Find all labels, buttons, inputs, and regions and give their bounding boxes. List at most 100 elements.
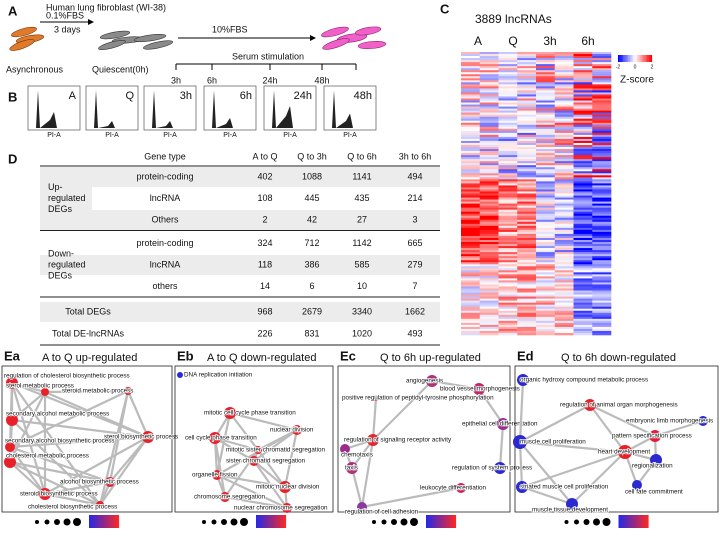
legend-gradient bbox=[618, 515, 649, 528]
heatmap-cell bbox=[479, 110, 499, 113]
heatmap-cell bbox=[517, 94, 537, 97]
network-edge bbox=[9, 461, 101, 506]
heatmap-cell bbox=[498, 60, 518, 63]
heatmap-cell bbox=[573, 306, 593, 310]
table-cell: 7 bbox=[412, 281, 417, 291]
heatmap-cell bbox=[554, 72, 574, 75]
table-cell: 2 bbox=[262, 214, 267, 224]
group-label: Up- bbox=[48, 182, 63, 192]
heatmap-cell bbox=[498, 179, 518, 182]
heatmap-cell bbox=[554, 252, 574, 255]
heatmap-cell bbox=[536, 104, 556, 107]
heatmap-cell bbox=[461, 239, 481, 243]
heatmap-cell bbox=[536, 274, 556, 277]
heatmap-cell bbox=[479, 227, 499, 231]
heatmap-cell bbox=[479, 294, 499, 297]
heatmap-cell bbox=[479, 159, 499, 162]
heatmap-cell bbox=[498, 147, 518, 150]
network-node bbox=[254, 446, 262, 454]
network-edge bbox=[253, 460, 286, 488]
heatmap-cell bbox=[517, 268, 537, 271]
heatmap-cell bbox=[498, 84, 518, 87]
heatmap-cell bbox=[517, 310, 537, 314]
heatmap-cell bbox=[517, 126, 537, 130]
network-node bbox=[279, 481, 291, 493]
heatmap-cell bbox=[554, 68, 574, 71]
heatmap-cell bbox=[536, 235, 556, 239]
histogram bbox=[206, 90, 254, 128]
heatmap-cell bbox=[592, 167, 612, 170]
heatmap-cell bbox=[461, 183, 481, 186]
heatmap-cell bbox=[592, 140, 612, 144]
heatmap-cell bbox=[592, 209, 612, 212]
table-cell: protein-coding bbox=[136, 171, 193, 181]
table-header: Q to 6h bbox=[347, 151, 377, 161]
heatmap-cell bbox=[479, 264, 499, 267]
gradient-cell bbox=[438, 515, 440, 528]
heatmap-cell bbox=[592, 179, 612, 182]
heatmap-cell bbox=[461, 235, 481, 239]
heatmap-cell bbox=[517, 90, 537, 93]
heatmap-cell bbox=[461, 296, 481, 299]
heatmap-cell bbox=[498, 258, 518, 261]
title: Human lung fibroblast (WI-38) bbox=[46, 2, 166, 12]
heatmap-cell bbox=[461, 278, 481, 281]
heatmap-cell bbox=[461, 102, 481, 105]
heatmap-cell bbox=[592, 233, 612, 237]
heatmap-cell bbox=[573, 98, 593, 101]
heatmap-cell bbox=[498, 266, 518, 269]
heatmap-cell bbox=[479, 58, 499, 61]
heatmap-cell bbox=[498, 237, 518, 241]
legend-dot bbox=[372, 520, 376, 524]
heatmap-cell bbox=[592, 56, 612, 59]
heatmap-cell bbox=[479, 140, 499, 144]
heatmap-cell bbox=[517, 106, 537, 109]
table-cell: 1142 bbox=[352, 238, 371, 248]
heatmap-cell bbox=[479, 280, 499, 283]
heatmap-cell bbox=[517, 282, 537, 285]
heatmap-cell bbox=[554, 138, 574, 142]
heatmap-cell bbox=[498, 300, 518, 303]
heatmap-cell bbox=[479, 100, 499, 103]
heatmap-cell bbox=[554, 128, 574, 132]
heatmap-cell bbox=[517, 114, 537, 117]
heatmap-cell bbox=[517, 246, 537, 249]
heatmap-cell bbox=[517, 181, 537, 184]
heatmap-cell bbox=[536, 326, 556, 330]
heatmap-cell bbox=[498, 296, 518, 299]
heatmap-cell bbox=[536, 173, 556, 176]
network-node bbox=[177, 372, 183, 378]
heatmap-cell bbox=[479, 98, 499, 101]
heatmap-cell bbox=[461, 262, 481, 265]
heatmap-cell bbox=[592, 66, 612, 69]
heatmap-cell bbox=[554, 58, 574, 61]
heatmap-cell bbox=[517, 58, 537, 61]
heatmap-cell bbox=[592, 296, 612, 299]
heatmap-cell bbox=[461, 201, 481, 204]
heatmap-cell bbox=[536, 246, 556, 249]
heatmap-cell bbox=[498, 328, 518, 332]
colorbar bbox=[618, 55, 653, 62]
heatmap-cell bbox=[573, 183, 593, 186]
table-cell: 42 bbox=[307, 214, 317, 224]
heatmap-cell bbox=[498, 104, 518, 107]
network-edge bbox=[518, 441, 524, 488]
heatmap-cell bbox=[554, 114, 574, 117]
heatmap-cell bbox=[517, 92, 537, 95]
heatmap-cell bbox=[479, 286, 499, 289]
heatmap-cell bbox=[536, 193, 556, 196]
network-node bbox=[584, 399, 596, 411]
heatmap-cell bbox=[573, 175, 593, 178]
heatmap-cell bbox=[592, 215, 612, 219]
heatmap-cell bbox=[479, 207, 499, 210]
heatmap-cell bbox=[479, 326, 499, 330]
heatmap-cell bbox=[479, 88, 499, 91]
plot-label: 24h bbox=[294, 90, 312, 102]
heatmap-cell bbox=[536, 134, 556, 138]
heatmap-cell bbox=[479, 244, 499, 247]
heatmap-cell bbox=[573, 312, 593, 316]
heatmap-cell bbox=[536, 215, 556, 219]
heatmap-cell bbox=[479, 153, 499, 156]
heatmap-cell bbox=[517, 280, 537, 283]
heatmap-cell bbox=[554, 147, 574, 150]
